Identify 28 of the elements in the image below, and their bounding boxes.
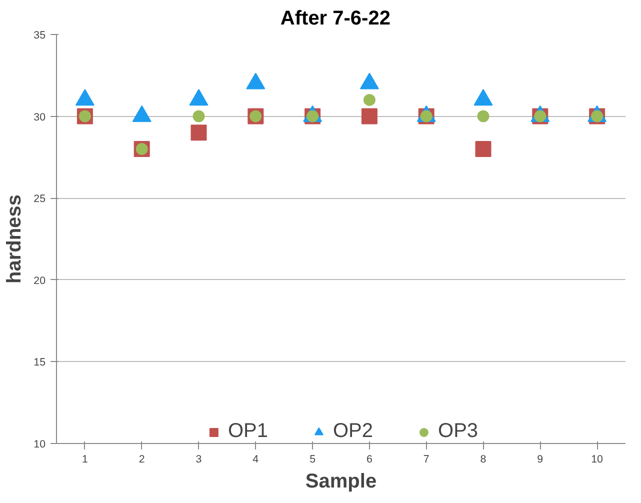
point [190,124,207,141]
point [475,141,492,158]
legend-label: OP1 [228,420,268,443]
y-tick-label: 30 [34,111,46,124]
x-tick-label: 9 [537,454,544,466]
point [477,110,490,122]
x-tick-label: 3 [196,454,202,466]
x-tick-label: 7 [423,454,430,466]
legend-label: OP3 [438,420,478,443]
y-tick-label: 20 [34,274,46,287]
x-tick-label: 10 [591,454,604,466]
point [192,110,205,122]
chart-title: After 7-6-22 [280,8,390,30]
y-tick-label: 10 [34,438,46,450]
x-axis-title: Sample [305,470,377,492]
x-tick-label: 2 [138,454,145,466]
x-tick-label: 6 [366,454,372,466]
x-tick-label: 4 [252,454,259,466]
point [361,108,378,124]
y-tick-label: 15 [34,356,46,369]
y-tick-label: 35 [34,30,46,42]
x-tick-label: 5 [310,454,316,466]
x-tick-label: 1 [82,454,88,466]
legend-label: OP2 [332,420,374,443]
x-tick-label: 8 [480,454,486,466]
y-axis-title: hardness [4,194,26,284]
point [363,94,376,106]
y-tick-label: 25 [34,193,46,206]
